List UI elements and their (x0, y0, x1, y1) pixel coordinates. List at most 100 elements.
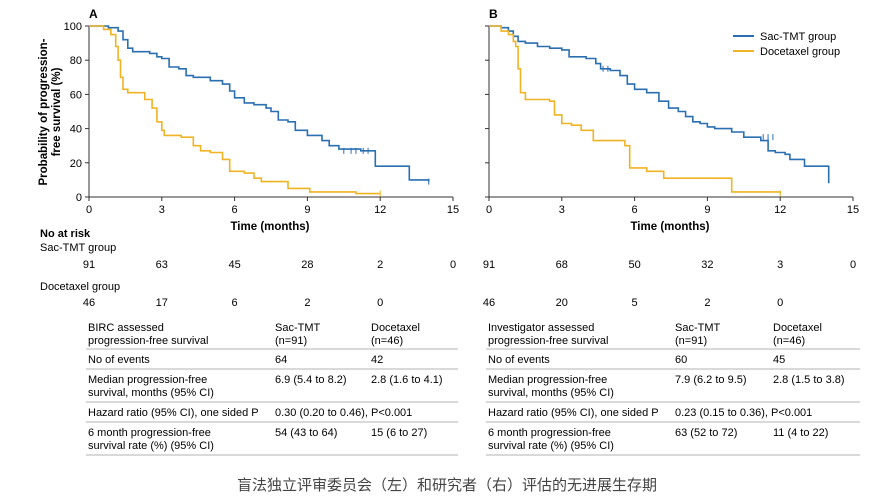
risk-doc-count: 5 (632, 297, 638, 309)
risk-doc-count: 20 (556, 297, 568, 309)
hazard-ratio-value: 0.23 (0.15 to 0.36), P<0.001 (675, 407, 812, 419)
summary-title: Investigator assessed (488, 322, 594, 334)
summary-col-header: (n=91) (275, 335, 307, 347)
x-tick-label: 6 (232, 204, 238, 216)
risk-table: 91 63 45 28 2 0 46 17 6 2 0 (83, 259, 456, 309)
risk-doc-count: 17 (156, 297, 168, 309)
panel-b: B 0 3 6 9 12 15 Time (months) 91 68 50 32 3 046 20 5… (483, 7, 860, 456)
panel-letter: B (489, 7, 498, 21)
x-tick-label: 15 (447, 204, 459, 216)
risk-sac-count: 32 (701, 259, 713, 271)
plot-area: 0 20 40 60 80 100 0 3 6 9 12 15 (64, 21, 459, 216)
figure-caption: 盲法独立评审委员会（左）和研究者（右）评估的无进展生存期 (236, 476, 657, 494)
risk-sac-count: 3 (777, 259, 783, 271)
panel-letter: A (89, 7, 98, 21)
risk-doc-count: 0 (377, 297, 383, 309)
x-tick-label: 3 (159, 204, 165, 216)
rate-label: survival rate (%) (95% CI) (88, 440, 214, 452)
x-axis-label: Time (months) (230, 221, 309, 233)
risk-table: 91 68 50 32 3 046 20 5 2 0 (483, 259, 856, 309)
x-tick-label: 15 (847, 204, 859, 216)
rate-label: 6 month progression-free (488, 427, 611, 439)
median-label: Median progression-free (88, 374, 207, 386)
risk-doc-count: 0 (777, 297, 783, 309)
risk-sac-count: 0 (450, 259, 456, 271)
rate-value: 54 (43 to 64) (275, 427, 337, 439)
y-tick-label: 100 (64, 21, 82, 33)
x-tick-label: 12 (774, 204, 786, 216)
y-tick-label: 20 (70, 158, 82, 170)
summary-title: BIRC assessed (88, 322, 164, 334)
hazard-ratio-label: Hazard ratio (95% CI), one sided P (488, 407, 659, 419)
risk-doc-count: 46 (83, 297, 95, 309)
x-tick-label: 0 (86, 204, 92, 216)
summary-col-header: (n=46) (773, 335, 805, 347)
median-value: 7.9 (6.2 to 9.5) (675, 374, 747, 386)
summary-col-header: Sac-TMT (675, 322, 721, 334)
risk-sac-count: 45 (228, 259, 240, 271)
summary-col-header: (n=91) (675, 335, 707, 347)
median-label: survival, months (95% CI) (488, 387, 614, 399)
median-label: Median progression-free (488, 374, 607, 386)
legend-sac-label: Sac-TMT group (760, 31, 836, 43)
risk-sac-label: Sac-TMT group (40, 242, 116, 254)
x-axis-label: Time (months) (630, 221, 709, 233)
risk-heading: No at risk (40, 228, 91, 240)
rate-value: 63 (52 to 72) (675, 427, 737, 439)
y-tick-label: 40 (70, 124, 82, 136)
median-value: 2.8 (1.6 to 4.1) (371, 374, 443, 386)
x-tick-label: 9 (704, 204, 710, 216)
median-value: 2.8 (1.5 to 3.8) (773, 374, 845, 386)
sac-tmt-curve (89, 25, 430, 182)
events-label: No of events (88, 354, 150, 366)
rate-value: 15 (6 to 27) (371, 427, 427, 439)
events-value: 42 (371, 354, 383, 366)
survival-figure: Probability of progression- free surviva… (38, 7, 860, 456)
hazard-ratio-label: Hazard ratio (95% CI), one sided P (88, 407, 259, 419)
plot-area: 0 3 6 9 12 15 (485, 25, 859, 216)
median-label: survival, months (95% CI) (88, 387, 214, 399)
events-value: 64 (275, 354, 287, 366)
y-axis-label-line2: free survival (%) (51, 67, 63, 156)
risk-sac-count: 91 (483, 259, 495, 271)
summary-col-header: Docetaxel (371, 322, 420, 334)
x-tick-label: 6 (632, 204, 638, 216)
events-value: 45 (773, 354, 785, 366)
risk-sac-count: 91 (83, 259, 95, 271)
x-tick-label: 3 (559, 204, 565, 216)
events-value: 60 (675, 354, 687, 366)
sac-tmt-curve (489, 25, 830, 184)
risk-sac-count: 68 (556, 259, 568, 271)
risk-sac-count: 28 (301, 259, 313, 271)
rate-label: 6 month progression-free (88, 427, 211, 439)
events-label: No of events (488, 354, 550, 366)
risk-doc-count: 2 (304, 297, 310, 309)
x-tick-label: 12 (374, 204, 386, 216)
summary-title: progression-free survival (488, 335, 608, 347)
summary-col-header: Sac-TMT (275, 322, 321, 334)
y-tick-label: 0 (76, 192, 82, 204)
risk-doc-count: 6 (232, 297, 238, 309)
risk-doc-count: 2 (704, 297, 710, 309)
legend: Sac-TMT group Docetaxel group (733, 31, 840, 58)
rate-label: survival rate (%) (95% CI) (488, 440, 614, 452)
risk-sac-count: 2 (377, 259, 383, 271)
risk-sac-count: 0 (850, 259, 856, 271)
docetaxel-curve (89, 25, 381, 195)
x-tick-label: 9 (304, 204, 310, 216)
x-tick-label: 0 (486, 204, 492, 216)
summary-title: progression-free survival (88, 335, 208, 347)
risk-sac-count: 63 (156, 259, 168, 271)
hazard-ratio-value: 0.30 (0.20 to 0.46), P<0.001 (275, 407, 412, 419)
risk-sac-count: 50 (628, 259, 640, 271)
y-tick-label: 60 (70, 89, 82, 101)
y-axis-label-line1: Probability of progression- (38, 38, 50, 185)
median-value: 6.9 (5.4 to 8.2) (275, 374, 347, 386)
docetaxel-curve (489, 25, 781, 194)
y-tick-label: 80 (70, 55, 82, 67)
summary-col-header: Docetaxel (773, 322, 822, 334)
risk-doc-count: 46 (483, 297, 495, 309)
